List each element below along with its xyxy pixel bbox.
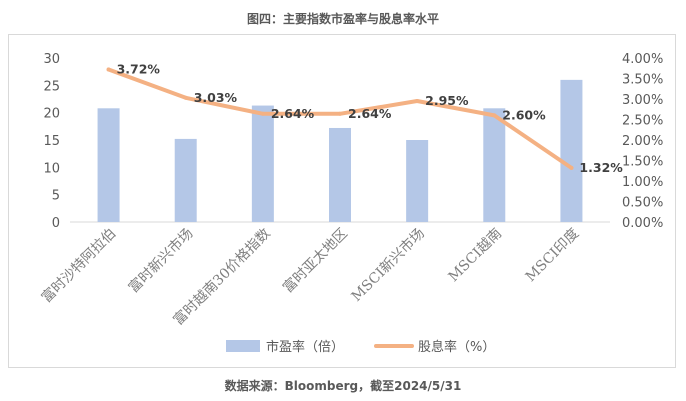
bar: [97, 108, 120, 222]
chart-title: 图四：主要指数市盈率与股息率水平: [246, 12, 439, 26]
right-axis-tick-label: 2.50%: [622, 114, 663, 129]
bar: [560, 79, 583, 222]
data-label: 1.32%: [579, 160, 623, 175]
right-axis-tick-label: 3.50%: [622, 73, 663, 88]
left-axis-tick-label: 10: [43, 161, 60, 176]
line-point: [260, 111, 265, 116]
bar: [329, 127, 351, 222]
left-axis-tick-label: 30: [43, 52, 60, 67]
bar: [251, 105, 274, 222]
line-point: [492, 113, 497, 118]
legend-line-label: 股息率（%）: [418, 339, 495, 355]
right-axis-tick-label: 1.50%: [622, 155, 663, 170]
category-label: 富时新兴市场: [125, 225, 196, 296]
right-axis-tick-label: 0.50%: [622, 196, 663, 211]
bar: [406, 140, 429, 222]
data-label: 3.03%: [194, 90, 238, 105]
right-axis-tick-label: 2.00%: [622, 134, 663, 149]
left-axis-tick-label: 0: [52, 216, 60, 231]
data-label: 2.60%: [502, 107, 546, 122]
line-point: [183, 95, 188, 100]
right-axis-tick-label: 1.00%: [622, 175, 663, 190]
data-source: 数据来源：Bloomberg，截至2024/5/31: [224, 379, 462, 393]
legend-bar-swatch: [226, 340, 260, 352]
line-point: [338, 111, 342, 116]
bar: [483, 108, 506, 222]
line-point: [415, 99, 420, 104]
left-axis-tick-label: 25: [43, 79, 60, 94]
legend-bar-label: 市盈率（倍）: [266, 339, 344, 355]
line-point: [106, 67, 111, 72]
right-axis-tick-label: 0.00%: [622, 216, 663, 231]
bar: [174, 138, 197, 222]
category-label: MSCI新兴市场: [348, 225, 428, 305]
data-label: 2.95%: [425, 93, 469, 108]
left-axis-tick-label: 15: [43, 134, 60, 149]
left-axis-tick-label: 5: [52, 189, 60, 204]
line-point: [569, 165, 574, 170]
category-label: 富时沙特阿拉伯: [38, 225, 119, 306]
category-label: MSCI越南: [446, 226, 506, 286]
data-label: 2.64%: [271, 106, 315, 121]
right-axis-tick-label: 3.00%: [622, 93, 663, 108]
left-axis-tick-label: 20: [43, 107, 60, 122]
right-axis-tick-label: 4.00%: [622, 52, 663, 67]
category-label: 富时亚太地区: [279, 225, 350, 296]
category-label: MSCI印度: [523, 226, 583, 286]
data-label: 3.72%: [117, 61, 161, 76]
data-label: 2.64%: [348, 106, 392, 121]
chart-frame: [8, 34, 676, 368]
